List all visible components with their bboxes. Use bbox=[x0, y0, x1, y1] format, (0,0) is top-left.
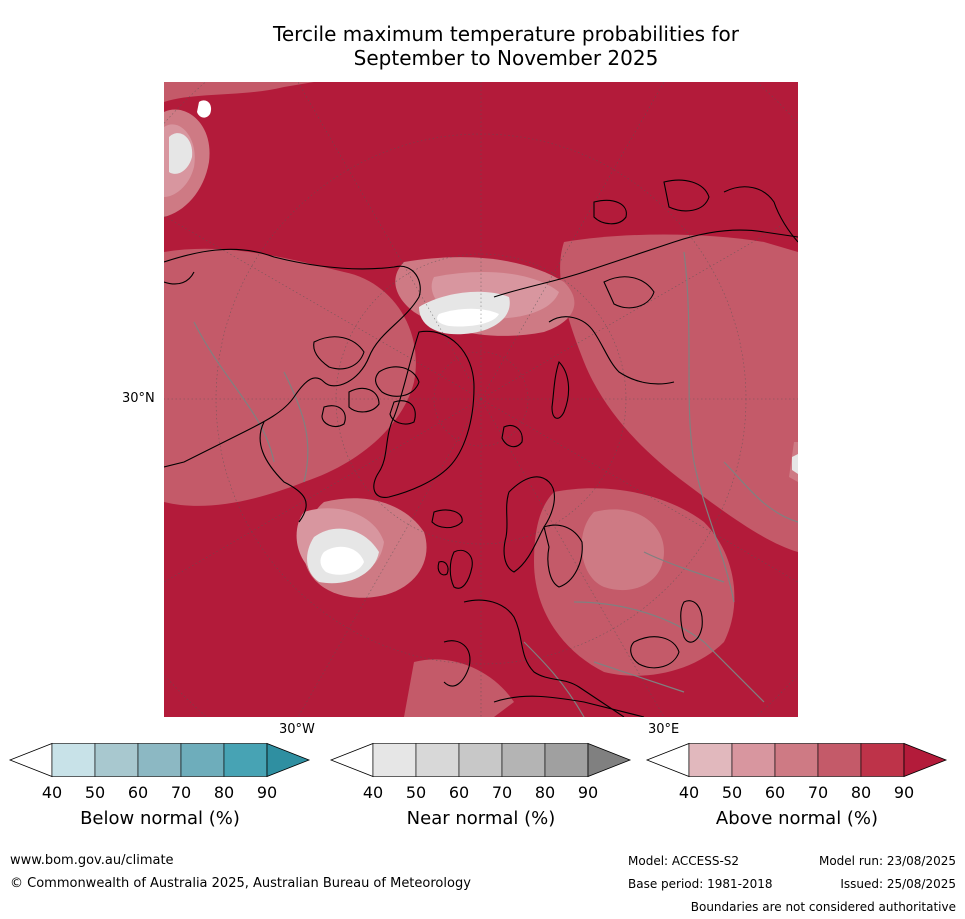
near-swatch-0 bbox=[372, 743, 417, 777]
above-tick-40: 40 bbox=[678, 783, 700, 802]
below-swatch-4 bbox=[223, 743, 268, 777]
below-high-extension bbox=[266, 742, 311, 778]
below-tick-60: 60 bbox=[127, 783, 149, 802]
probability-map[interactable] bbox=[164, 82, 798, 717]
below-swatch-3 bbox=[180, 743, 225, 777]
colorbar-near-label: Near normal (%) bbox=[406, 808, 556, 829]
above-high-extension bbox=[903, 742, 948, 778]
footer-disclaimer: Boundaries are not considered authoritat… bbox=[690, 900, 956, 914]
above-swatch-3 bbox=[817, 743, 862, 777]
footer-base-period: Base period: 1981-2018 bbox=[628, 877, 773, 891]
colorbar-below-label: Below normal (%) bbox=[80, 808, 240, 829]
below-tick-70: 70 bbox=[170, 783, 192, 802]
above-tick-80: 80 bbox=[850, 783, 872, 802]
near-swatch-2 bbox=[458, 743, 503, 777]
above-tick-90: 90 bbox=[893, 783, 915, 802]
colorbar-below-swatches bbox=[8, 742, 311, 778]
footer-model-run: Model run: 23/08/2025 bbox=[818, 854, 956, 868]
below-tick-40: 40 bbox=[41, 783, 63, 802]
colorbar-above-label: Above normal (%) bbox=[715, 808, 879, 829]
above-tick-50: 50 bbox=[721, 783, 743, 802]
footer-copyright: © Commonwealth of Australia 2025, Austra… bbox=[10, 876, 471, 891]
coastlines bbox=[164, 179, 798, 717]
map-title: Tercile maximum temperature probabilitie… bbox=[164, 22, 848, 70]
below-low-extension bbox=[8, 742, 53, 778]
near-tick-80: 80 bbox=[534, 783, 556, 802]
footer-issued: Issued: 25/08/2025 bbox=[840, 877, 956, 891]
near-swatch-3 bbox=[501, 743, 546, 777]
colorbar-near-swatches bbox=[329, 742, 632, 778]
near-tick-90: 90 bbox=[577, 783, 599, 802]
below-tick-90: 90 bbox=[256, 783, 278, 802]
colorbar-above-swatches bbox=[645, 742, 948, 778]
footer-model: Model: ACCESS-S2 bbox=[628, 854, 740, 868]
near-swatch-4 bbox=[544, 743, 589, 777]
country-borders bbox=[193, 251, 798, 717]
above-tick-70: 70 bbox=[807, 783, 829, 802]
below-swatch-0 bbox=[51, 743, 96, 777]
near-swatch-1 bbox=[415, 743, 460, 777]
graticule bbox=[164, 82, 798, 717]
near-high-extension bbox=[587, 742, 632, 778]
lon-label-30e: 30°E bbox=[648, 722, 680, 737]
title-line-1: Tercile maximum temperature probabilitie… bbox=[273, 22, 739, 46]
colorbar-below-normal bbox=[8, 742, 311, 778]
above-swatch-1 bbox=[731, 743, 776, 777]
colorbar-near-normal bbox=[329, 742, 632, 778]
near-tick-50: 50 bbox=[405, 783, 427, 802]
above-tick-60: 60 bbox=[764, 783, 786, 802]
near-normal-zones bbox=[169, 100, 798, 584]
below-tick-50: 50 bbox=[84, 783, 106, 802]
footer-url[interactable]: www.bom.gov.au/climate bbox=[10, 853, 174, 868]
near-low-extension bbox=[329, 742, 374, 778]
lon-label-30w: 30°W bbox=[279, 722, 315, 737]
colorbar-above-normal bbox=[645, 742, 948, 778]
near-tick-40: 40 bbox=[362, 783, 384, 802]
above-swatch-4 bbox=[860, 743, 905, 777]
above-swatch-2 bbox=[774, 743, 819, 777]
below-swatch-1 bbox=[94, 743, 139, 777]
title-line-2: September to November 2025 bbox=[353, 46, 659, 70]
below-tick-80: 80 bbox=[213, 783, 235, 802]
lat-label-30n: 30°N bbox=[122, 391, 155, 406]
near-tick-70: 70 bbox=[491, 783, 513, 802]
near-tick-60: 60 bbox=[448, 783, 470, 802]
above-swatch-0 bbox=[688, 743, 733, 777]
above-low-extension bbox=[645, 742, 690, 778]
below-swatch-2 bbox=[137, 743, 182, 777]
